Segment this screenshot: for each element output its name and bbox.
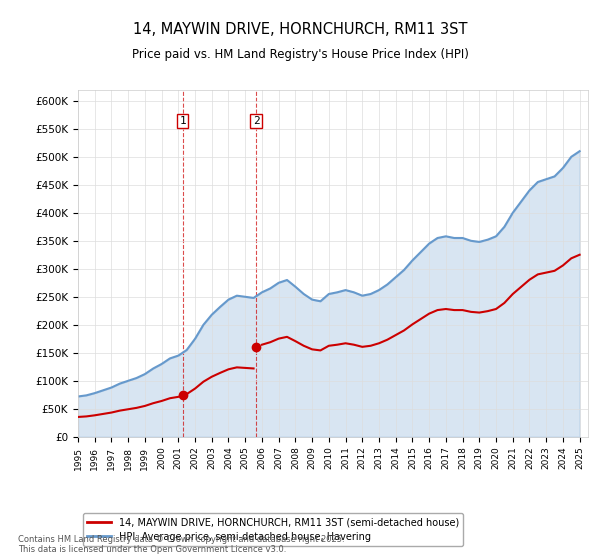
Text: Contains HM Land Registry data © Crown copyright and database right 2025.
This d: Contains HM Land Registry data © Crown c… [18, 535, 344, 554]
Text: 2: 2 [253, 116, 259, 126]
Text: Price paid vs. HM Land Registry's House Price Index (HPI): Price paid vs. HM Land Registry's House … [131, 48, 469, 60]
Text: 14, MAYWIN DRIVE, HORNCHURCH, RM11 3ST: 14, MAYWIN DRIVE, HORNCHURCH, RM11 3ST [133, 22, 467, 38]
Text: 1: 1 [179, 116, 186, 126]
Legend: 14, MAYWIN DRIVE, HORNCHURCH, RM11 3ST (semi-detached house), HPI: Average price: 14, MAYWIN DRIVE, HORNCHURCH, RM11 3ST (… [83, 513, 463, 546]
